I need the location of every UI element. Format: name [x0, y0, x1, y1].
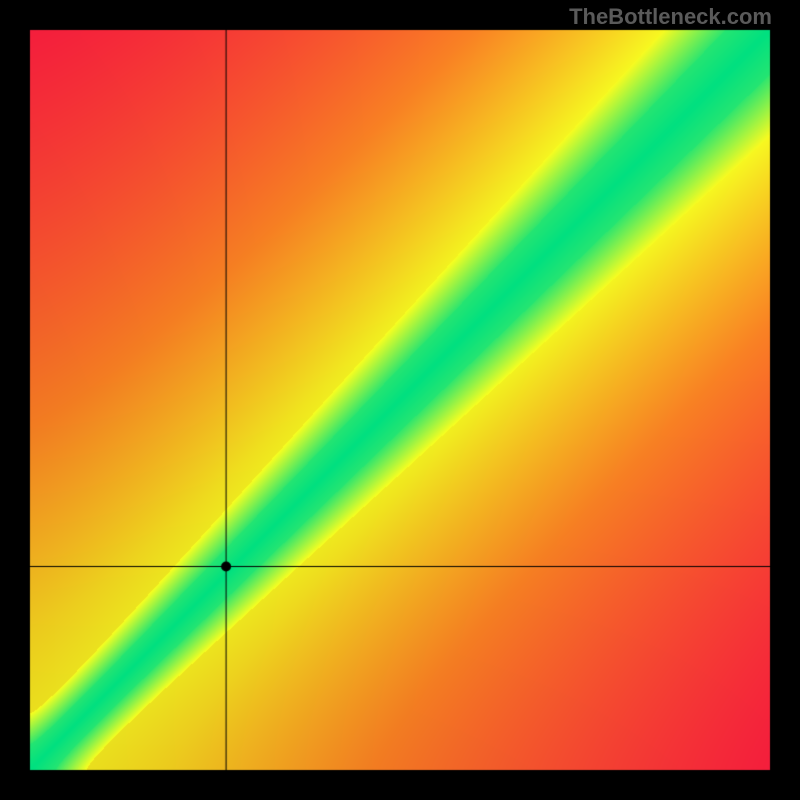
- bottleneck-heatmap: [0, 0, 800, 800]
- watermark-text: TheBottleneck.com: [569, 4, 772, 30]
